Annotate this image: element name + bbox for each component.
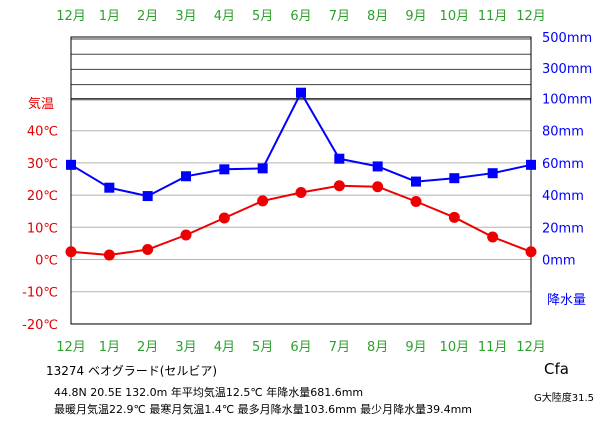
month-label-bottom: 1月 bbox=[99, 340, 120, 355]
month-label-bottom: 9月 bbox=[405, 340, 426, 355]
continentality-index: G大陸度31.5 bbox=[534, 393, 595, 404]
precipitation-axis: 500mm 300mm 100mm 80mm 60mm 40mm 20mm 0mm 降水量 bbox=[542, 31, 592, 308]
month-label-bottom: 12月 bbox=[516, 340, 546, 355]
plot-frame bbox=[70, 36, 532, 325]
month-label-top: 11月 bbox=[478, 9, 508, 24]
precipitation-tick-label: 0mm bbox=[542, 254, 576, 269]
month-label-top: 10月 bbox=[440, 9, 470, 24]
month-label-top: 1月 bbox=[99, 9, 120, 24]
precipitation-tick-label: 40mm bbox=[542, 189, 584, 204]
month-label-top: 2月 bbox=[137, 9, 158, 24]
temperature-point bbox=[257, 195, 269, 207]
month-label-top: 6月 bbox=[290, 9, 311, 24]
temperature-point bbox=[103, 249, 115, 261]
precipitation-point bbox=[296, 87, 306, 98]
temperature-tick-label: 0℃ bbox=[35, 254, 58, 269]
precipitation-axis-title: 降水量 bbox=[547, 293, 586, 308]
precipitation-point bbox=[487, 168, 498, 179]
temperature-tick-label: 40℃ bbox=[27, 125, 58, 140]
month-label-top: 7月 bbox=[329, 9, 350, 24]
month-labels-top: 12月 1月 2月 3月 4月 5月 6月 7月 8月 9月 10月 11月 12月 bbox=[56, 9, 546, 24]
precipitation-point bbox=[334, 153, 345, 164]
month-label-bottom: 3月 bbox=[175, 340, 196, 355]
precipitation-tick-label: 60mm bbox=[542, 157, 584, 172]
precipitation-point bbox=[257, 163, 268, 174]
precipitation-point bbox=[372, 161, 383, 172]
temperature-point bbox=[372, 181, 384, 193]
precipitation-tick-label: 300mm bbox=[542, 62, 592, 77]
temperature-tick-label: 30℃ bbox=[27, 157, 58, 172]
month-label-bottom: 12月 bbox=[56, 340, 86, 355]
precipitation-point bbox=[449, 173, 460, 184]
temperature-axis-title: 気温 bbox=[28, 96, 54, 112]
month-label-bottom: 5月 bbox=[252, 340, 273, 355]
precipitation-point bbox=[104, 182, 115, 193]
station-extremes: 最暖月気温22.9℃ 最寒月気温1.4℃ 最多月降水量103.6mm 最少月降水… bbox=[54, 403, 473, 416]
temperature-point bbox=[180, 229, 192, 241]
month-label-top: 9月 bbox=[405, 9, 426, 24]
precipitation-point bbox=[526, 159, 536, 170]
precipitation-point bbox=[219, 164, 230, 175]
gridlines bbox=[71, 38, 531, 325]
temperature-point bbox=[525, 246, 537, 258]
temperature-point bbox=[333, 180, 345, 192]
month-label-top: 12月 bbox=[516, 9, 546, 24]
temperature-point bbox=[295, 187, 307, 199]
month-label-bottom: 6月 bbox=[290, 340, 311, 355]
station-name: 13274 ベオグラード(セルビア) bbox=[46, 364, 218, 378]
precipitation-tick-label: 100mm bbox=[542, 93, 592, 108]
month-label-top: 5月 bbox=[252, 9, 273, 24]
temperature-point bbox=[65, 246, 77, 258]
precipitation-line bbox=[70, 90, 532, 198]
precipitation-tick-label: 20mm bbox=[542, 221, 584, 236]
precipitation-point bbox=[66, 159, 76, 170]
month-label-top: 8月 bbox=[367, 9, 388, 24]
precipitation-point bbox=[181, 171, 191, 182]
precipitation-point bbox=[142, 191, 153, 202]
temperature-point bbox=[448, 211, 460, 223]
month-label-bottom: 10月 bbox=[440, 340, 470, 355]
temperature-axis: 気温 40℃ 30℃ 20℃ 10℃ 0℃ -10℃ -20℃ bbox=[22, 96, 58, 333]
month-label-top: 3月 bbox=[175, 9, 196, 24]
month-label-bottom: 2月 bbox=[137, 340, 158, 355]
temperature-tick-label: 20℃ bbox=[27, 189, 58, 204]
month-label-bottom: 8月 bbox=[367, 340, 388, 355]
temperature-tick-label: 10℃ bbox=[27, 221, 58, 236]
precipitation-tick-label: 500mm bbox=[542, 31, 592, 46]
precipitation-point bbox=[411, 176, 421, 187]
station-summary: 44.8N 20.5E 132.0m 年平均気温12.5℃ 年降水量681.6m… bbox=[54, 386, 364, 399]
month-label-bottom: 7月 bbox=[329, 340, 350, 355]
month-labels-bottom: 12月 1月 2月 3月 4月 5月 6月 7月 8月 9月 10月 11月 12月 bbox=[56, 340, 546, 355]
month-label-top: 4月 bbox=[214, 9, 235, 24]
temperature-point bbox=[410, 196, 422, 208]
month-label-bottom: 11月 bbox=[478, 340, 508, 355]
month-label-bottom: 4月 bbox=[214, 340, 235, 355]
climate-classification: Cfa bbox=[544, 360, 569, 378]
temperature-tick-label: -20℃ bbox=[22, 318, 58, 333]
precipitation-tick-label: 80mm bbox=[542, 125, 584, 140]
precipitation-series bbox=[66, 87, 536, 202]
month-label-top: 12月 bbox=[56, 9, 86, 24]
temperature-tick-label: -10℃ bbox=[22, 286, 58, 301]
temperature-point bbox=[142, 244, 154, 256]
temperature-point bbox=[218, 212, 230, 224]
temperature-series bbox=[65, 180, 537, 261]
temperature-point bbox=[487, 231, 499, 243]
